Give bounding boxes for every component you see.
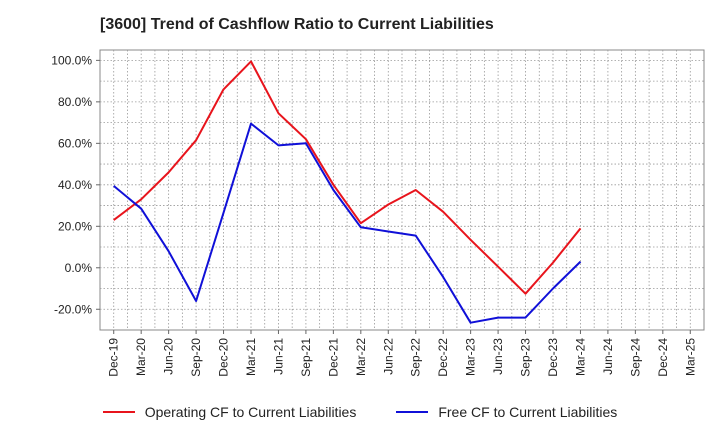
series-line-free-cf [113, 122, 582, 324]
legend-item-free-cf: Free CF to Current Liabilities [396, 404, 617, 420]
x-tick-label: Dec-22 [436, 338, 450, 377]
y-axis-ticks: 100.0% 80.0% 60.0% 40.0% 20.0% 0.0% -20.0% [51, 53, 100, 316]
horizontal-gridlines [100, 59, 704, 310]
x-tick-label: Dec-20 [217, 338, 231, 377]
legend: Operating CF to Current Liabilities Free… [0, 404, 720, 420]
y-tick-label: 80.0% [58, 95, 92, 109]
y-tick-label: 40.0% [58, 178, 92, 192]
x-tick-label: Sep-21 [299, 338, 313, 377]
x-tick-label: Sep-24 [628, 338, 642, 377]
x-tick-label: Mar-21 [244, 338, 258, 376]
x-tick-label: Jun-20 [162, 338, 176, 375]
x-tick-label: Dec-21 [326, 338, 340, 377]
x-tick-label: Mar-20 [134, 338, 148, 376]
legend-label-operating-cf: Operating CF to Current Liabilities [144, 404, 357, 420]
x-tick-label: Dec-23 [546, 338, 560, 377]
x-tick-label: Mar-24 [573, 338, 587, 376]
chart-title: [3600] Trend of Cashflow Ratio to Curren… [100, 16, 494, 33]
x-tick-label: Sep-23 [519, 338, 533, 377]
x-axis-ticks: Dec-19 Mar-20 Jun-20 Sep-20 Dec-20 Mar-21 Jun-… [107, 330, 697, 377]
legend-item-operating-cf: Operating CF to Current Liabilities [102, 404, 357, 420]
x-tick-label: Dec-19 [107, 338, 121, 377]
vertical-gridlines [113, 50, 691, 330]
y-tick-label: 100.0% [51, 53, 92, 67]
series-line-operating-cf [113, 60, 582, 295]
y-tick-label: 0.0% [65, 261, 93, 275]
series-lines [113, 60, 582, 324]
x-tick-label: Jun-23 [491, 338, 505, 375]
y-tick-label: -20.0% [54, 302, 92, 316]
x-tick-label: Sep-20 [189, 338, 203, 377]
legend-label-free-cf: Free CF to Current Liabilities [438, 404, 618, 420]
x-tick-label: Mar-23 [464, 338, 478, 376]
x-tick-label: Jun-22 [381, 338, 395, 375]
x-tick-label: Jun-24 [601, 338, 615, 375]
x-tick-label: Mar-22 [354, 338, 368, 376]
legend-swatch-free-cf [396, 411, 429, 413]
y-tick-label: 60.0% [58, 136, 92, 150]
x-tick-label: Dec-24 [656, 338, 670, 377]
x-tick-label: Mar-25 [683, 338, 697, 376]
legend-swatch-operating-cf [102, 411, 135, 413]
y-tick-label: 20.0% [58, 219, 92, 233]
x-tick-label: Jun-21 [271, 338, 285, 375]
x-tick-label: Sep-22 [409, 338, 423, 377]
